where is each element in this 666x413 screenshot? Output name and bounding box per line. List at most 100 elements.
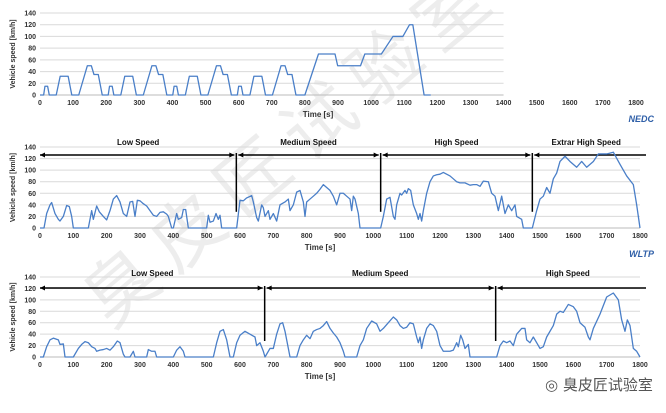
x-axis-label: Time [s] xyxy=(305,372,336,381)
x-tick-label: 1100 xyxy=(399,362,414,369)
x-tick-label: 1200 xyxy=(432,362,448,369)
phase-label: High Speed xyxy=(434,138,478,147)
y-tick-label: 40 xyxy=(28,69,36,76)
x-tick-label: 1500 xyxy=(532,233,548,240)
y-tick-label: 20 xyxy=(28,81,36,88)
x-tick-label: 1800 xyxy=(632,362,648,369)
x-tick-label: 600 xyxy=(234,362,246,369)
x-tick-label: 1500 xyxy=(529,100,545,107)
x-tick-label: 0 xyxy=(38,362,42,369)
x-tick-label: 700 xyxy=(266,100,278,107)
y-tick-label: 80 xyxy=(28,179,36,186)
x-tick-label: 500 xyxy=(201,362,213,369)
x-tick-label: 0 xyxy=(38,100,42,107)
x-tick-label: 1300 xyxy=(466,233,482,240)
x-tick-label: 300 xyxy=(133,100,145,107)
x-tick-label: 200 xyxy=(101,362,113,369)
x-tick-label: 800 xyxy=(299,100,311,107)
x-tick-label: 400 xyxy=(167,100,179,107)
y-tick-label: 0 xyxy=(32,355,36,362)
x-tick-label: 400 xyxy=(167,233,179,240)
x-tick-label: 1000 xyxy=(366,233,382,240)
phase-label: Low Speed xyxy=(117,138,159,147)
x-tick-label: 900 xyxy=(334,362,346,369)
x-tick-label: 1800 xyxy=(628,100,644,107)
x-axis-label: Time [s] xyxy=(303,110,334,119)
x-tick-label: 1800 xyxy=(632,233,648,240)
x-tick-label: 700 xyxy=(267,362,279,369)
x-tick-label: 1100 xyxy=(399,233,414,240)
x-tick-label: 600 xyxy=(233,100,245,107)
y-tick-label: 80 xyxy=(28,46,36,53)
arrowhead-right-icon xyxy=(229,152,235,158)
y-tick-label: 60 xyxy=(28,320,36,327)
arrowhead-left-icon xyxy=(40,152,45,158)
x-tick-label: 1200 xyxy=(432,233,448,240)
x-tick-label: 300 xyxy=(134,362,146,369)
y-tick-label: 20 xyxy=(28,214,36,221)
x-tick-label: 1700 xyxy=(599,362,615,369)
y-tick-label: 100 xyxy=(24,297,36,304)
arrowhead-left-icon xyxy=(534,152,540,158)
arrowhead-right-icon xyxy=(257,285,263,291)
x-tick-label: 400 xyxy=(167,362,179,369)
y-tick-label: 140 xyxy=(24,145,36,152)
x-tick-label: 500 xyxy=(200,100,212,107)
x-tick-label: 1300 xyxy=(463,100,479,107)
x-tick-label: 1700 xyxy=(599,233,615,240)
x-tick-label: 200 xyxy=(100,100,112,107)
x-tick-label: 1400 xyxy=(499,362,515,369)
x-tick-label: 1600 xyxy=(566,233,582,240)
phase-label: Extrar High Speed xyxy=(551,138,620,147)
x-tick-label: 200 xyxy=(101,233,113,240)
phase-label: Medium Speed xyxy=(352,269,409,278)
speed-series-line xyxy=(40,151,641,229)
x-tick-label: 1600 xyxy=(562,100,578,107)
speed-series-line xyxy=(40,24,431,96)
arrowhead-right-icon xyxy=(525,152,531,158)
arrowhead-left-icon xyxy=(382,152,388,158)
x-tick-label: 100 xyxy=(67,100,79,107)
y-tick-label: 0 xyxy=(32,93,36,100)
arrowhead-left-icon xyxy=(497,285,503,291)
x-tick-label: 100 xyxy=(67,362,79,369)
y-tick-label: 20 xyxy=(28,343,36,350)
x-tick-label: 1300 xyxy=(466,362,482,369)
cycle-label: NEDC xyxy=(628,114,654,124)
y-axis-label: Vehicle speed [km/h] xyxy=(10,282,17,351)
y-tick-label: 100 xyxy=(24,168,36,175)
x-tick-label: 900 xyxy=(332,100,344,107)
y-tick-label: 100 xyxy=(24,34,36,41)
arrowhead-left-icon xyxy=(266,285,272,291)
arrowhead-left-icon xyxy=(40,285,45,291)
x-tick-label: 800 xyxy=(301,362,313,369)
x-axis-label: Time [s] xyxy=(305,243,336,252)
x-tick-label: 900 xyxy=(334,233,346,240)
y-axis-label: Vehicle speed [km/h] xyxy=(10,19,17,88)
y-tick-label: 140 xyxy=(24,11,36,18)
x-tick-label: 1400 xyxy=(496,100,512,107)
x-tick-label: 1100 xyxy=(397,100,412,107)
arrowhead-right-icon xyxy=(488,285,494,291)
x-tick-label: 1700 xyxy=(595,100,611,107)
y-tick-label: 120 xyxy=(24,22,36,29)
y-tick-label: 60 xyxy=(28,191,36,198)
arrowhead-left-icon xyxy=(238,152,244,158)
y-tick-label: 120 xyxy=(24,156,36,163)
x-tick-label: 1000 xyxy=(363,100,379,107)
x-tick-label: 300 xyxy=(134,233,146,240)
x-tick-label: 1400 xyxy=(499,233,515,240)
watermark: 臭皮匠试验室 xyxy=(67,0,516,343)
y-tick-label: 40 xyxy=(28,332,36,339)
phase-label: High Speed xyxy=(546,269,590,278)
y-axis-label: Vehicle speed [km/h] xyxy=(10,153,17,222)
speed-series-line xyxy=(40,292,641,358)
x-tick-label: 1200 xyxy=(430,100,446,107)
x-tick-label: 0 xyxy=(38,233,42,240)
phase-label: Medium Speed xyxy=(280,138,337,147)
x-tick-label: 600 xyxy=(234,233,246,240)
x-tick-label: 100 xyxy=(67,233,79,240)
x-tick-label: 1000 xyxy=(366,362,382,369)
